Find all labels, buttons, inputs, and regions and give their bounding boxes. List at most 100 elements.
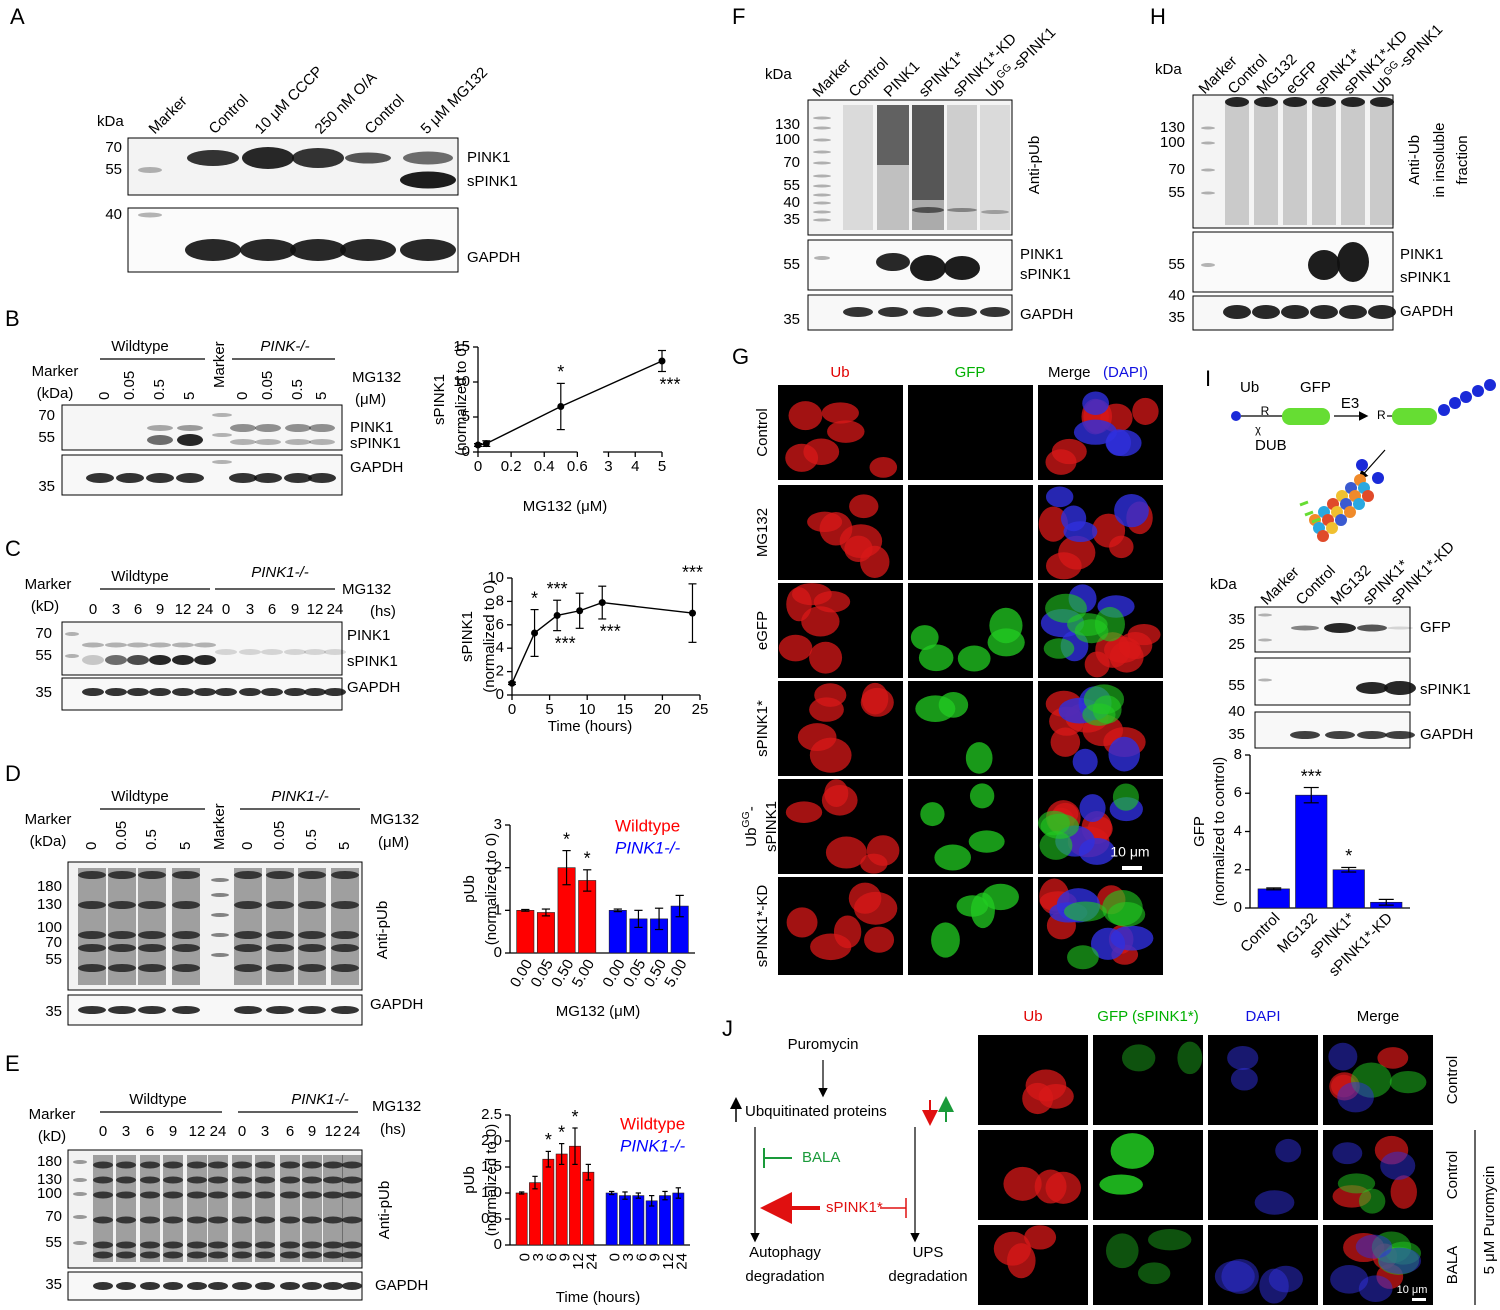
bar (516, 910, 535, 954)
band (187, 150, 239, 166)
label: Ub (1240, 379, 1259, 396)
band (232, 1161, 252, 1169)
data-point (688, 609, 696, 617)
lane-label: 5 (336, 842, 353, 850)
label: MG132 (372, 1098, 421, 1115)
band (285, 424, 311, 432)
significance: *** (682, 563, 703, 583)
label: sPINK1* (826, 1199, 883, 1216)
band (234, 871, 262, 879)
significance: *** (600, 622, 621, 642)
label: MG132 (370, 811, 419, 828)
label: MG132 (352, 369, 401, 386)
label: E3 (1341, 395, 1359, 412)
label: Puromycin (788, 1036, 859, 1053)
band (266, 964, 294, 972)
band (163, 1176, 183, 1184)
cell-signal (821, 402, 859, 424)
y-axis-label: (normalized to control) (1211, 757, 1228, 906)
band (82, 655, 104, 665)
lane-label: 0.05 (113, 821, 130, 850)
band (1357, 731, 1387, 739)
band (116, 1241, 136, 1249)
band (242, 147, 294, 169)
band (82, 688, 104, 696)
cell-signal (788, 401, 823, 431)
y-tick-label: 2.5 (481, 1106, 502, 1123)
lane-label: 3 (112, 601, 120, 618)
x-tick-label: 6 (633, 1253, 650, 1261)
band (138, 944, 166, 952)
x-tick-label: 25 (692, 701, 709, 718)
band (1201, 168, 1215, 172)
lane-label: 24 (344, 1123, 361, 1140)
blot (127, 137, 459, 196)
band (323, 1161, 343, 1169)
bar (529, 1182, 541, 1246)
label: GAPDH (347, 679, 400, 696)
x-tick-label: 24 (673, 1253, 690, 1270)
band (309, 439, 335, 445)
cell-signal (993, 1231, 1031, 1266)
smear (1312, 100, 1336, 225)
cell-signal (910, 625, 939, 650)
mw-label: 40 (1168, 287, 1185, 304)
micrograph (908, 385, 1033, 480)
band (149, 688, 171, 696)
cell-signal (809, 697, 844, 722)
label: (hs) (380, 1121, 406, 1138)
mw-label: 55 (105, 161, 122, 178)
label: GAPDH (375, 1277, 428, 1294)
mw-label: 180 (37, 878, 62, 895)
lane-label: 3 (122, 1123, 130, 1140)
band (172, 688, 194, 696)
label: sPINK1 (1020, 266, 1071, 283)
proteasome (1335, 514, 1347, 526)
y-tick-label: 0 (462, 443, 470, 460)
mw-label: 70 (45, 1208, 62, 1225)
band (176, 473, 204, 483)
band (910, 255, 946, 281)
label: UbGG- (740, 806, 760, 847)
band (208, 1161, 228, 1169)
y-tick-label: 3 (494, 816, 502, 833)
band (1356, 682, 1388, 694)
label: sPINK1 (350, 435, 401, 452)
label: Ub (1023, 1008, 1042, 1025)
lane-label: Marker (810, 56, 855, 101)
band (172, 1006, 200, 1014)
band (239, 688, 261, 696)
cell-signal (807, 511, 843, 533)
mw-label: 25 (1228, 636, 1245, 653)
blot (61, 404, 343, 451)
band (280, 1241, 300, 1249)
band (323, 1191, 343, 1199)
band (331, 871, 359, 879)
cell-signal (1109, 535, 1134, 559)
mw-label: 130 (37, 1171, 62, 1188)
bar (542, 1158, 555, 1246)
label: (μM) (378, 834, 409, 851)
lane-label: 9 (308, 1123, 316, 1140)
band (1337, 242, 1369, 282)
band (93, 1191, 113, 1199)
label: GAPDH (1020, 306, 1073, 323)
band (163, 1282, 183, 1290)
lane-label: Marker (1258, 564, 1303, 609)
smear (912, 105, 944, 200)
y-tick-label: 5 (462, 408, 470, 425)
text-part: -sPINK1 (1008, 24, 1060, 76)
band (331, 964, 359, 972)
band (298, 901, 326, 909)
mw-label: 100 (37, 919, 62, 936)
band (1290, 731, 1320, 739)
x-tick-label: 0 (474, 458, 482, 475)
panel-letter: A (10, 4, 25, 29)
label: R (1377, 408, 1386, 422)
label: Wildtype (111, 568, 169, 585)
smear (1341, 100, 1365, 225)
data-point (531, 629, 539, 637)
label: Ub (830, 364, 849, 381)
band (331, 931, 359, 939)
lane-label: 24 (210, 1123, 227, 1140)
